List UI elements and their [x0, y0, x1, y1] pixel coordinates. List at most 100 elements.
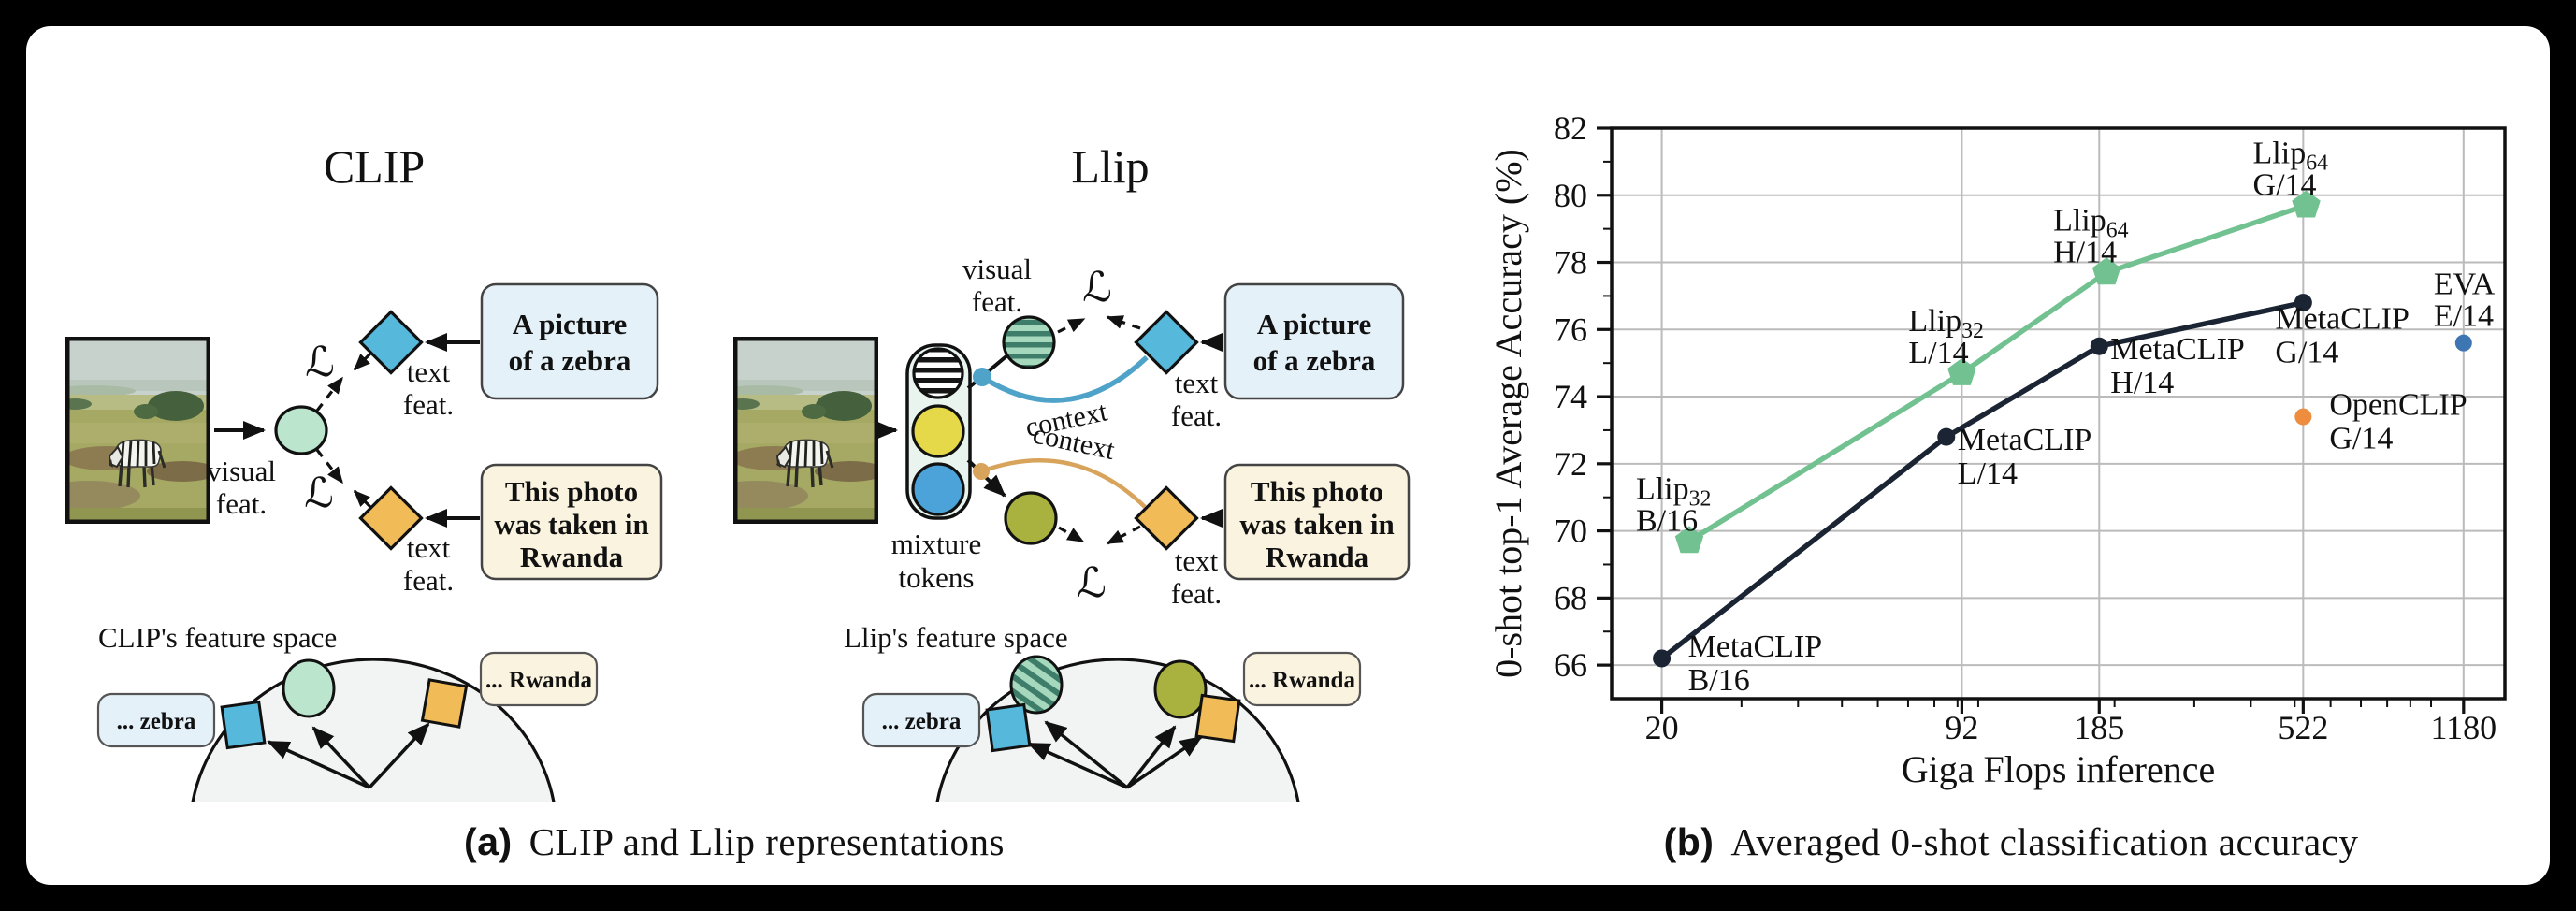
point-label: MetaCLIP — [1958, 423, 2092, 457]
llip-title: Llip — [1071, 140, 1149, 193]
text-feature-diamond-orange — [358, 485, 424, 551]
token-blue — [911, 462, 965, 516]
caption-box-zebra-line: A picture — [513, 308, 628, 340]
data-point — [2294, 408, 2312, 426]
y-tick-label: 68 — [1554, 579, 1587, 616]
point-label: MetaCLIP — [2110, 332, 2245, 367]
data-point — [2292, 190, 2321, 218]
point-label: Llip64 — [2053, 203, 2129, 242]
plot-border — [1610, 126, 2507, 701]
text-feat-label: feat. — [1171, 399, 1222, 432]
subcaption-a-label: (a) — [464, 820, 513, 863]
llip-space-arrows — [1027, 720, 1203, 789]
point-label: L/14 — [1908, 336, 1968, 370]
series-metaclip: MetaCLIPB/16MetaCLIPL/14MetaCLIPH/14Meta… — [1653, 294, 2410, 698]
subcaption-b: (b) Averaged 0-shot classification accura… — [1459, 819, 2563, 864]
caption-box-rwanda — [480, 463, 663, 581]
zebra-text-square — [985, 702, 1032, 753]
caption-box-zebra-line: A picture — [1257, 308, 1372, 340]
point-label: G/14 — [2329, 422, 2393, 456]
caption-box-rwanda-line: was taken in — [1239, 508, 1394, 541]
text-feat-label: text — [1175, 367, 1219, 399]
point-label: B/16 — [1688, 663, 1750, 698]
rwanda-tag-label: ... Rwanda — [1249, 668, 1355, 693]
clip-loss-arrows — [315, 352, 372, 509]
y-tick-label: 80 — [1554, 177, 1587, 214]
text-feat-label: text — [407, 531, 451, 564]
llip-feature-space: Llip's feature space ... zebra ... Rwand… — [844, 621, 1362, 802]
loss-symbol: ℒ — [305, 339, 335, 386]
data-point — [2090, 337, 2108, 355]
subcaption-a-text: CLIP and Llip representations — [528, 820, 1005, 863]
point-label: G/14 — [2275, 336, 2338, 370]
point-label: B/16 — [1636, 503, 1698, 538]
zebra-tag — [96, 692, 216, 748]
visual-feat-label: feat. — [216, 487, 267, 520]
caption-box-rwanda-line: Rwanda — [1266, 541, 1369, 573]
subcaption-a: (a) CLIP and Llip representations — [28, 819, 1440, 864]
zebra-tag — [861, 692, 981, 748]
visual-feat-label: visual — [962, 253, 1032, 285]
caption-box-zebra-line: of a zebra — [509, 344, 631, 377]
caption-box-zebra-line: of a zebra — [1253, 344, 1376, 377]
caption-box-rwanda-line: Rwanda — [520, 541, 624, 573]
axes: 20 92 185 522 1180 66 68 70 72 74 76 78 80 82 Giga Flo… — [1487, 109, 2496, 790]
point-label: E/14 — [2434, 299, 2494, 334]
x-tick-label: 185 — [2074, 709, 2124, 746]
visual-feat-label: visual — [207, 455, 276, 487]
mixed-feature-circle-olive — [1153, 659, 1208, 719]
clip-space-arrows — [267, 722, 430, 789]
visual-feature-circle-striped — [1009, 655, 1064, 715]
y-tick-label: 78 — [1554, 244, 1587, 282]
x-tick-label: 1180 — [2430, 709, 2496, 746]
data-point — [1674, 526, 1704, 554]
rwanda-tag — [479, 651, 599, 707]
text-feat-label: feat. — [403, 388, 454, 421]
x-tick-label: 522 — [2278, 709, 2328, 746]
llip-diagram: Llip mixture tokens context context visu… — [705, 140, 1411, 610]
y-tick-label: 66 — [1554, 646, 1587, 684]
clip-llip-diagram: CLIP visual feat. ℒ ℒ text feat. text fe… — [28, 140, 1411, 802]
rwanda-text-square — [420, 678, 469, 729]
y-tick-label: 72 — [1554, 445, 1587, 483]
zebra-text-square — [220, 700, 267, 750]
x-axis-label: Giga Flops inference — [1902, 748, 2215, 790]
point-label: H/14 — [2053, 235, 2117, 269]
y-tick-label: 76 — [1554, 311, 1587, 348]
data-point — [2294, 294, 2312, 312]
point-label: MetaCLIP — [1688, 629, 1823, 664]
point-label: Llip32 — [1636, 471, 1711, 511]
caption-box-zebra — [480, 282, 659, 400]
mixed-feature-circle-olive — [1004, 491, 1058, 545]
visual-feature-circle-striped — [1002, 315, 1056, 369]
text-feature-diamond-blue — [1134, 310, 1199, 375]
rwanda-tag — [1242, 651, 1362, 707]
data-point — [1937, 427, 1956, 446]
text-feature-diamond-orange — [1134, 485, 1199, 551]
clip-feature-space: CLIP's feature space ... zebra ... Rwand… — [96, 621, 599, 802]
y-tick-label: 74 — [1554, 378, 1587, 415]
data-point — [1947, 357, 1976, 385]
context-anchor-orange — [973, 463, 990, 480]
zebra-photo — [705, 337, 886, 524]
text-feat-label: text — [1175, 544, 1219, 577]
caption-box-rwanda-line: This photo — [1251, 475, 1383, 508]
point-label: MetaCLIP — [2275, 302, 2410, 337]
data-point — [2091, 257, 2121, 285]
subcaption-b-label: (b) — [1663, 820, 1715, 863]
y-tick-label: 82 — [1554, 109, 1587, 147]
point-label: Llip32 — [1908, 304, 1983, 343]
text-feat-label: feat. — [1171, 577, 1222, 610]
llip-loss-arrows — [1057, 315, 1141, 545]
caption-box-rwanda — [1223, 463, 1411, 581]
clip-diagram: CLIP visual feat. ℒ ℒ text feat. text fe… — [37, 140, 663, 597]
text-feat-label: feat. — [403, 564, 454, 597]
point-label: EVA — [2434, 268, 2496, 302]
caption-box-rwanda-line: This photo — [505, 475, 638, 508]
token-striped — [912, 347, 964, 399]
y-tick-label: 70 — [1554, 513, 1587, 550]
text-feat-label: text — [407, 355, 451, 388]
